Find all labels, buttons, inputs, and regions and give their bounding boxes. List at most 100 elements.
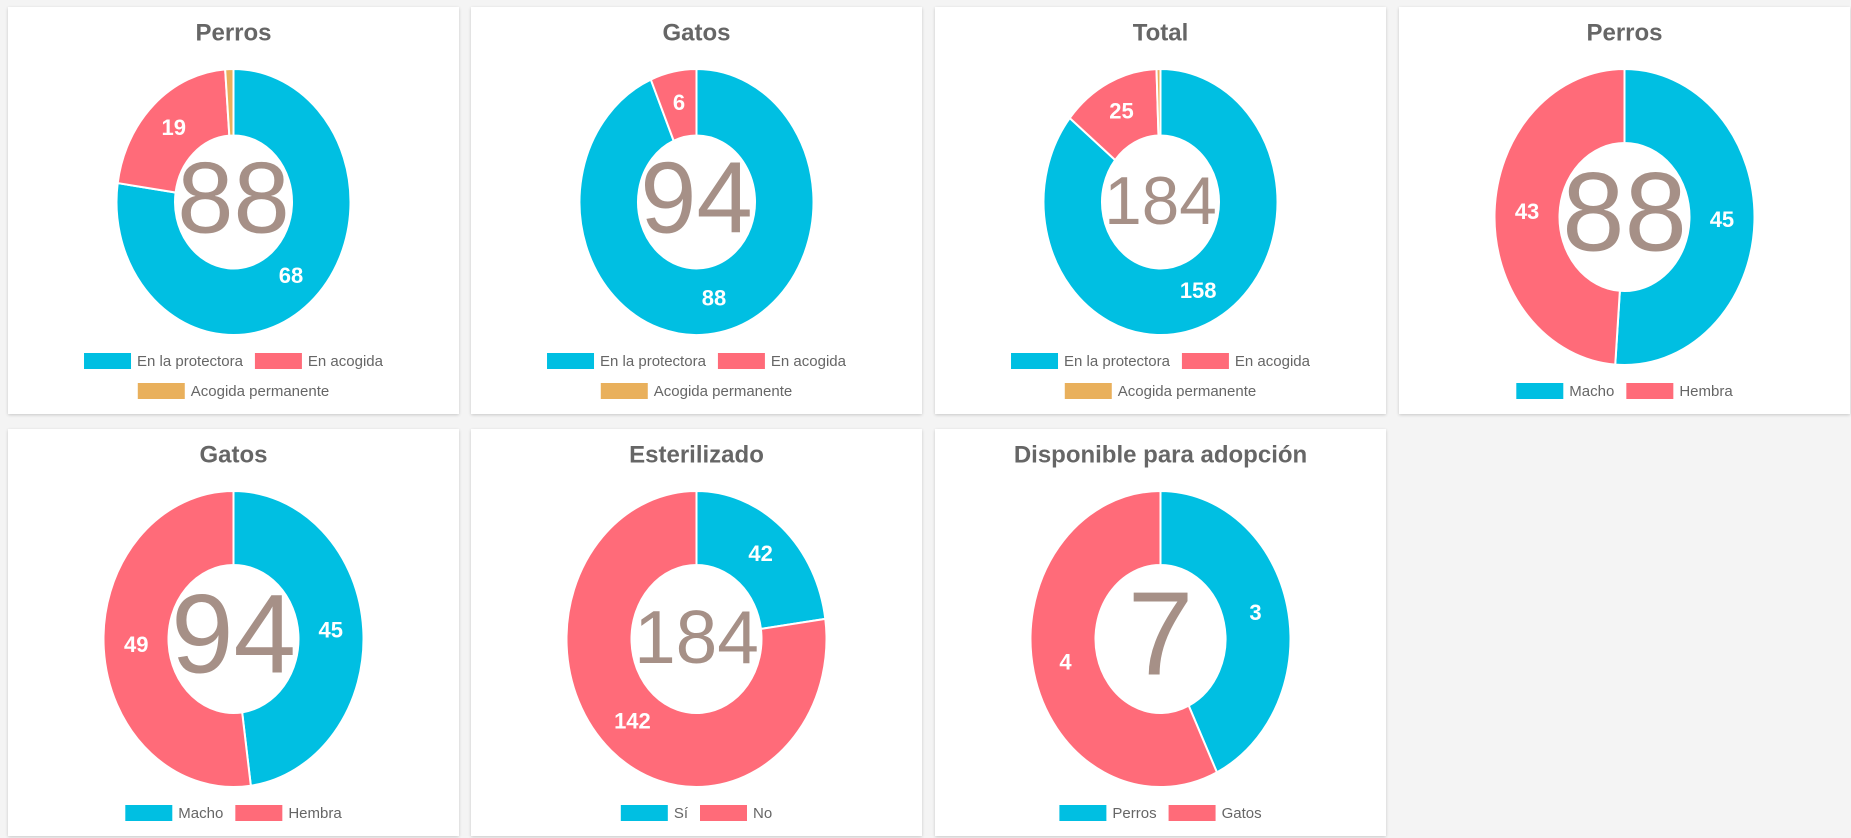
legend-swatch (547, 353, 595, 369)
legend-swatch (1064, 383, 1112, 399)
legend-label: Acogida permanente (1118, 383, 1256, 400)
legend-swatch (1059, 805, 1107, 821)
value-label: 158 (1180, 278, 1217, 303)
chart-card: Disponible para adopción Perros Gatos 3 4 7 (935, 429, 1386, 836)
chart-card: Total En la protectora En acogida Acogida p… (935, 7, 1386, 414)
chart-title: Gatos (199, 441, 267, 468)
value-label: 68 (279, 263, 303, 288)
legend-label: En acogida (771, 353, 847, 370)
donut-slice (232, 489, 365, 787)
donut-slice (578, 67, 815, 336)
legend-label: Macho (1569, 383, 1614, 400)
value-label: 43 (1515, 199, 1539, 224)
chart-card: Esterilizado Sí No 42 142 184 (471, 429, 922, 836)
chart-title: Total (1133, 19, 1189, 46)
value-label: 25 (1109, 98, 1133, 123)
value-label: 88 (702, 286, 726, 311)
legend-swatch (1168, 805, 1216, 821)
chart: Gatos Macho Hembra 45 49 94 (102, 441, 365, 822)
legend-item: En acogida (1181, 353, 1311, 370)
legend-item: Acogida permanente (1064, 383, 1256, 400)
legend-swatch (235, 805, 283, 821)
legend-item: Acogida permanente (137, 383, 329, 400)
donut-slice (116, 68, 231, 194)
donut-slice (224, 67, 235, 137)
chart: Gatos En la protectora En acogida Acogida p… (547, 19, 847, 400)
chart-title: Disponible para adopción (1014, 441, 1307, 468)
legend-label: En acogida (308, 353, 384, 370)
legend-item: Perros (1059, 805, 1157, 822)
chart-card: Perros Macho Hembra 45 43 88 (1399, 7, 1850, 414)
center-total: 94 (171, 571, 296, 697)
center-total: 88 (1562, 149, 1687, 275)
legend-swatch (125, 805, 173, 821)
chart-title: Esterilizado (629, 441, 764, 468)
value-label: 45 (319, 617, 343, 642)
center-total: 94 (640, 143, 752, 255)
value-label: 4 (1059, 650, 1072, 675)
chart-title: Perros (195, 19, 271, 46)
legend-label: En acogida (1235, 353, 1311, 370)
center-total: 7 (1128, 568, 1194, 700)
legend-item: No (700, 805, 772, 822)
value-label: 19 (161, 115, 185, 140)
legend-swatch (620, 805, 668, 821)
legend-item: Hembra (235, 805, 342, 822)
chart: Perros Macho Hembra 45 43 88 (1493, 19, 1756, 400)
legend-swatch (600, 383, 648, 399)
legend-label: Acogida permanente (654, 383, 792, 400)
legend-item: Hembra (1626, 383, 1733, 400)
chart: Total En la protectora En acogida Acogida p… (1011, 19, 1311, 400)
chart-card: Gatos En la protectora En acogida Acogida p… (471, 7, 922, 414)
legend-item: Gatos (1168, 805, 1262, 822)
chart-title: Gatos (662, 19, 730, 46)
legend-swatch (1181, 353, 1229, 369)
donut-slice (1493, 67, 1626, 366)
donut-slice (115, 67, 352, 336)
center-total: 184 (634, 595, 759, 679)
chart-title: Perros (1586, 19, 1662, 46)
legend-label: En la protectora (600, 353, 707, 370)
donut-slice (1042, 67, 1279, 336)
legend-item: Acogida permanente (600, 383, 792, 400)
donut-slice (1155, 67, 1162, 137)
legend-label: Macho (178, 805, 223, 822)
legend-swatch (1516, 383, 1564, 399)
legend-label: Hembra (288, 805, 342, 822)
legend-label: En la protectora (1064, 353, 1171, 370)
donut-slice (1614, 67, 1756, 366)
chart: Disponible para adopción Perros Gatos 3 4 7 (1014, 441, 1307, 822)
legend-label: Gatos (1222, 805, 1262, 822)
legend-swatch (1011, 353, 1059, 369)
donut-slice (565, 489, 828, 788)
center-total: 88 (177, 143, 289, 255)
value-label: 6 (673, 90, 685, 115)
legend-swatch (84, 353, 132, 369)
legend-swatch (1626, 383, 1674, 399)
legend-item: En la protectora (1011, 353, 1171, 370)
legend-label: No (753, 805, 772, 822)
donut-slice (695, 489, 827, 631)
value-label: 42 (748, 541, 772, 566)
chart: Esterilizado Sí No 42 142 184 (565, 441, 828, 822)
legend-item: En la protectora (84, 353, 244, 370)
value-label: 3 (1249, 600, 1261, 625)
value-label: 45 (1710, 207, 1734, 232)
chart-card: Gatos Macho Hembra 45 49 94 (8, 429, 459, 836)
legend-label: En la protectora (137, 353, 244, 370)
legend-label: Hembra (1679, 383, 1733, 400)
legend-item: En la protectora (547, 353, 707, 370)
legend-label: Acogida permanente (191, 383, 329, 400)
chart-card: Perros En la protectora En acogida Acogida … (8, 7, 459, 414)
legend-item: Macho (125, 805, 223, 822)
legend-item: En acogida (254, 353, 384, 370)
legend-label: Sí (674, 805, 689, 822)
legend-label: Perros (1112, 805, 1156, 822)
legend-swatch (700, 805, 747, 821)
legend-item: Macho (1516, 383, 1614, 400)
donut-slice (1029, 489, 1219, 788)
legend-swatch (717, 353, 765, 369)
chart: Perros En la protectora En acogida Acogida … (84, 19, 384, 400)
donut-slice (1159, 489, 1292, 774)
